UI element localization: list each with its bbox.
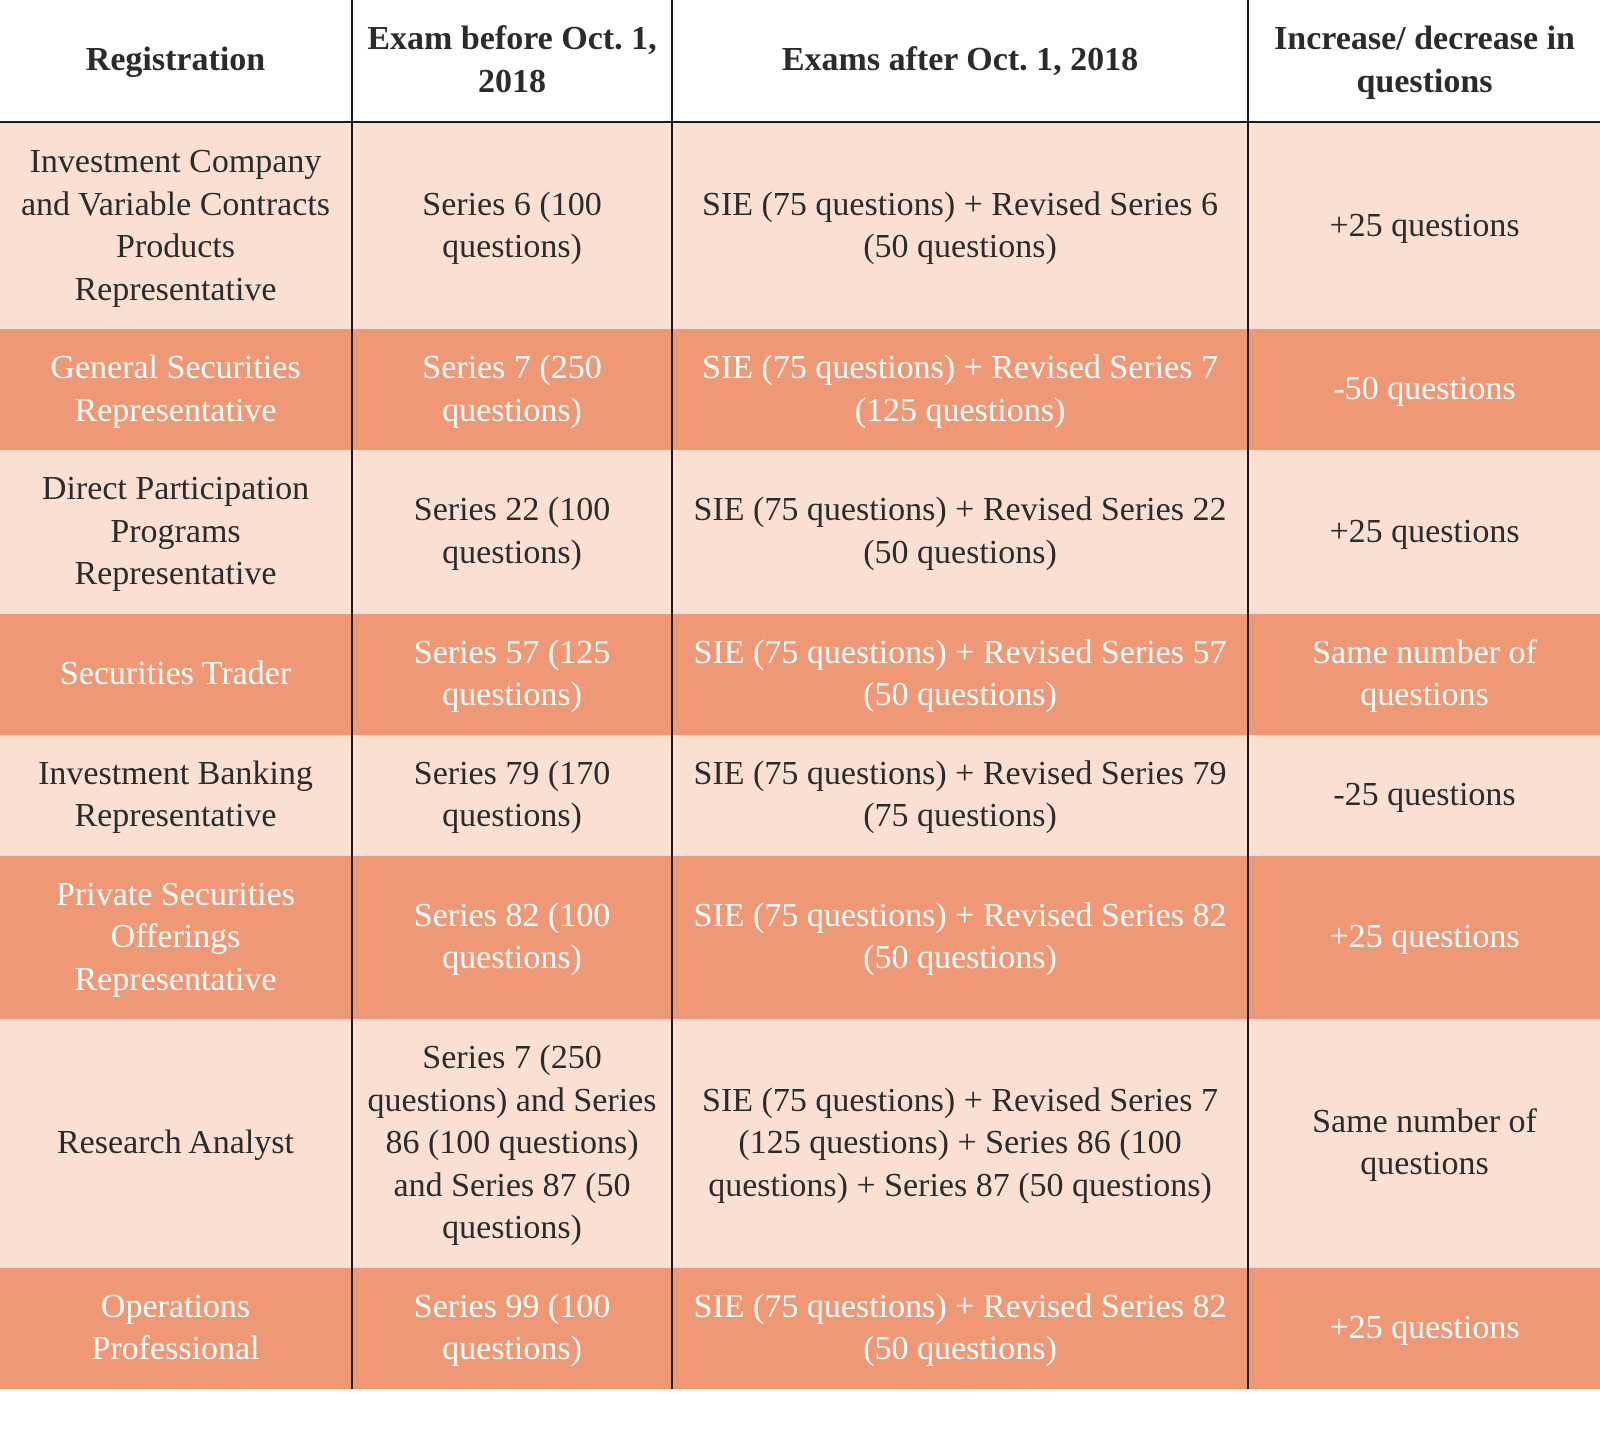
cell-text: General Securities Representative (50, 349, 300, 429)
cell-text: SIE (75 questions) + Revised Series 82 (… (694, 897, 1227, 977)
table-cell: Private Securities Offerings Representat… (0, 856, 352, 1020)
table-cell: Same number of questions (1248, 1019, 1600, 1268)
table-cell: SIE (75 questions) + Revised Series 6 (5… (672, 122, 1248, 329)
cell-text: SIE (75 questions) + Revised Series 82 (… (694, 1288, 1227, 1368)
table-row: Investment Company and Variable Contract… (0, 122, 1600, 329)
table-row: Private Securities Offerings Representat… (0, 856, 1600, 1020)
table-cell: Securities Trader (0, 614, 352, 735)
col-header-exam-before: Exam before Oct. 1, 2018 (352, 0, 672, 122)
cell-text: Series 7 (250 questions) and Series 86 (… (368, 1039, 657, 1246)
cell-text: Investment Company and Variable Contract… (21, 143, 330, 308)
table-cell: Series 22 (100 questions) (352, 450, 672, 614)
cell-text: Series 7 (250 questions) (422, 349, 601, 429)
exam-comparison-table-container: Registration Exam before Oct. 1, 2018 Ex… (0, 0, 1600, 1389)
cell-text: +25 questions (1329, 1309, 1519, 1346)
table-header: Registration Exam before Oct. 1, 2018 Ex… (0, 0, 1600, 122)
table-header-row: Registration Exam before Oct. 1, 2018 Ex… (0, 0, 1600, 122)
cell-text: Same number of questions (1312, 1103, 1537, 1183)
table-cell: SIE (75 questions) + Revised Series 22 (… (672, 450, 1248, 614)
cell-text: Series 57 (125 questions) (414, 634, 610, 714)
cell-text: Same number of questions (1312, 634, 1537, 714)
cell-text: -25 questions (1333, 776, 1515, 813)
table-cell: +25 questions (1248, 122, 1600, 329)
cell-text: SIE (75 questions) + Revised Series 79 (… (694, 755, 1227, 835)
table-row: Securities Trader Series 57 (125 question… (0, 614, 1600, 735)
cell-text: SIE (75 questions) + Revised Series 7 (1… (702, 349, 1218, 429)
table-cell: Direct Participation Programs Representa… (0, 450, 352, 614)
table-row: General Securities Representative Series … (0, 329, 1600, 450)
cell-text: +25 questions (1329, 207, 1519, 244)
cell-text: Investment Banking Representative (38, 755, 313, 835)
cell-text: Operations Professional (91, 1288, 259, 1368)
table-cell: Research Analyst (0, 1019, 352, 1268)
exam-comparison-table: Registration Exam before Oct. 1, 2018 Ex… (0, 0, 1600, 1389)
table-cell: SIE (75 questions) + Revised Series 82 (… (672, 1268, 1248, 1389)
cell-text: Series 6 (100 questions) (422, 186, 601, 266)
table-cell: SIE (75 questions) + Revised Series 79 (… (672, 735, 1248, 856)
table-body: Investment Company and Variable Contract… (0, 122, 1600, 1389)
table-row: Operations Professional Series 99 (100 qu… (0, 1268, 1600, 1389)
cell-text: Series 79 (170 questions) (414, 755, 610, 835)
table-row: Direct Participation Programs Representa… (0, 450, 1600, 614)
cell-text: Series 99 (100 questions) (414, 1288, 610, 1368)
table-cell: Series 57 (125 questions) (352, 614, 672, 735)
table-cell: -25 questions (1248, 735, 1600, 856)
cell-text: SIE (75 questions) + Revised Series 6 (5… (702, 186, 1218, 266)
table-cell: Series 7 (250 questions) and Series 86 (… (352, 1019, 672, 1268)
cell-text: Direct Participation Programs Representa… (42, 470, 309, 592)
cell-text: SIE (75 questions) + Revised Series 57 (… (694, 634, 1227, 714)
table-cell: Investment Company and Variable Contract… (0, 122, 352, 329)
table-cell: +25 questions (1248, 1268, 1600, 1389)
table-cell: Operations Professional (0, 1268, 352, 1389)
table-cell: Series 99 (100 questions) (352, 1268, 672, 1389)
table-row: Research Analyst Series 7 (250 questions)… (0, 1019, 1600, 1268)
cell-text: -50 questions (1333, 370, 1515, 407)
cell-text: +25 questions (1329, 513, 1519, 550)
table-cell: +25 questions (1248, 856, 1600, 1020)
cell-text: +25 questions (1329, 918, 1519, 955)
col-header-registration: Registration (0, 0, 352, 122)
table-cell: SIE (75 questions) + Revised Series 7 (1… (672, 329, 1248, 450)
table-cell: SIE (75 questions) + Revised Series 82 (… (672, 856, 1248, 1020)
table-cell: -50 questions (1248, 329, 1600, 450)
cell-text: Private Securities Offerings Representat… (56, 876, 295, 998)
table-cell: Series 79 (170 questions) (352, 735, 672, 856)
cell-text: Series 22 (100 questions) (414, 491, 610, 571)
table-cell: General Securities Representative (0, 329, 352, 450)
table-cell: Series 7 (250 questions) (352, 329, 672, 450)
cell-text: Series 82 (100 questions) (414, 897, 610, 977)
col-header-delta: Increase/ decrease in questions (1248, 0, 1600, 122)
cell-text: SIE (75 questions) + Revised Series 7 (1… (702, 1082, 1218, 1204)
table-cell: SIE (75 questions) + Revised Series 7 (1… (672, 1019, 1248, 1268)
cell-text: SIE (75 questions) + Revised Series 22 (… (694, 491, 1227, 571)
table-cell: Series 6 (100 questions) (352, 122, 672, 329)
cell-text: Securities Trader (60, 655, 291, 692)
cell-text: Research Analyst (57, 1124, 294, 1161)
table-cell: +25 questions (1248, 450, 1600, 614)
table-row: Investment Banking Representative Series … (0, 735, 1600, 856)
table-cell: SIE (75 questions) + Revised Series 57 (… (672, 614, 1248, 735)
table-cell: Same number of questions (1248, 614, 1600, 735)
table-cell: Investment Banking Representative (0, 735, 352, 856)
table-cell: Series 82 (100 questions) (352, 856, 672, 1020)
col-header-exam-after: Exams after Oct. 1, 2018 (672, 0, 1248, 122)
